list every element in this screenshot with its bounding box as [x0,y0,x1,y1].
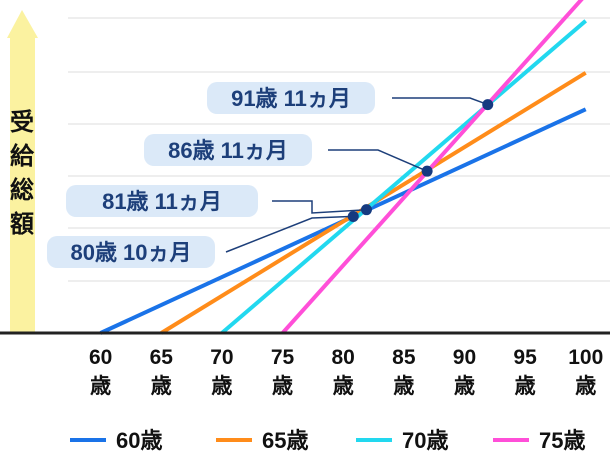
annotation-label-box [144,134,312,166]
series-line-3 [281,0,584,335]
grid-lines [68,17,610,282]
x-tick-labels: 60 歳 65 歳 70 歳 75 歳 80 歳 85 歳 90 歳 95 歳 100 歳 [89,346,603,398]
annotation-label: 80歳 10ヵ月 [70,240,191,265]
x-tick-unit: 歳 [211,375,232,398]
x-tick-label: 60 [89,346,112,369]
x-tick-label: 75 [271,346,295,369]
x-tick-label: 90 [453,346,476,369]
annotation-label-box [207,82,375,114]
legend-label-3: 75歳 [539,428,585,453]
x-tick-label: 95 [513,346,537,369]
legend-label-2: 70歳 [402,428,448,453]
annotation-leader-line [225,215,354,253]
x-tick-unit: 歳 [393,375,414,398]
annotation-label: 91歳 11ヵ月 [231,86,351,111]
legend-label-1: 65歳 [262,428,308,453]
x-tick-label: 100 [568,346,603,369]
y-axis-label-char: 総 [10,176,34,204]
annotation-marker [421,165,433,177]
x-tick-unit: 歳 [272,375,293,398]
annotation-marker [360,204,372,216]
x-tick-label: 85 [392,346,416,369]
annotation-leader-line [328,149,428,172]
legend-label-0: 60歳 [116,428,162,453]
annotations: 80歳 10ヵ月 81歳 11ヵ月 86歳 11ヵ月 91歳 11ヵ月 [47,82,494,268]
x-tick-unit: 歳 [515,375,536,398]
series-lines [99,0,588,335]
series-line-2 [220,19,588,335]
y-axis-label-char: 額 [10,210,34,238]
x-tick-label: 70 [210,346,233,369]
annotation-label-box [66,185,258,217]
annotation-marker [347,210,359,222]
x-tick-label: 80 [332,346,355,369]
x-tick-unit: 歳 [575,375,596,398]
x-tick-unit: 歳 [90,375,111,398]
annotation-label: 81歳 11ヵ月 [102,189,222,214]
annotation-marker [482,99,494,111]
annotation-label-box [47,236,215,268]
x-tick-label: 65 [150,346,174,369]
x-tick-unit: 歳 [333,375,354,398]
y-axis-arrow [7,10,38,333]
y-axis-label-char: 給 [10,142,35,170]
x-tick-unit: 歳 [454,375,475,398]
y-axis-arrow-shape [7,10,38,333]
annotation-label: 86歳 11ヵ月 [168,138,288,163]
legend: 60歳 65歳 70歳 75歳 [70,428,585,453]
x-tick-unit: 歳 [151,375,172,398]
annotation-leader-line [272,200,367,214]
y-axis-label-char: 受 [10,108,34,136]
annotation-leader-line [392,97,489,106]
